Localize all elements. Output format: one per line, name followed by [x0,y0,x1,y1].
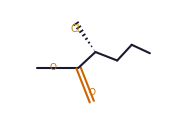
Text: O: O [88,88,95,97]
Text: Cl: Cl [70,24,80,34]
Text: O: O [50,63,57,72]
